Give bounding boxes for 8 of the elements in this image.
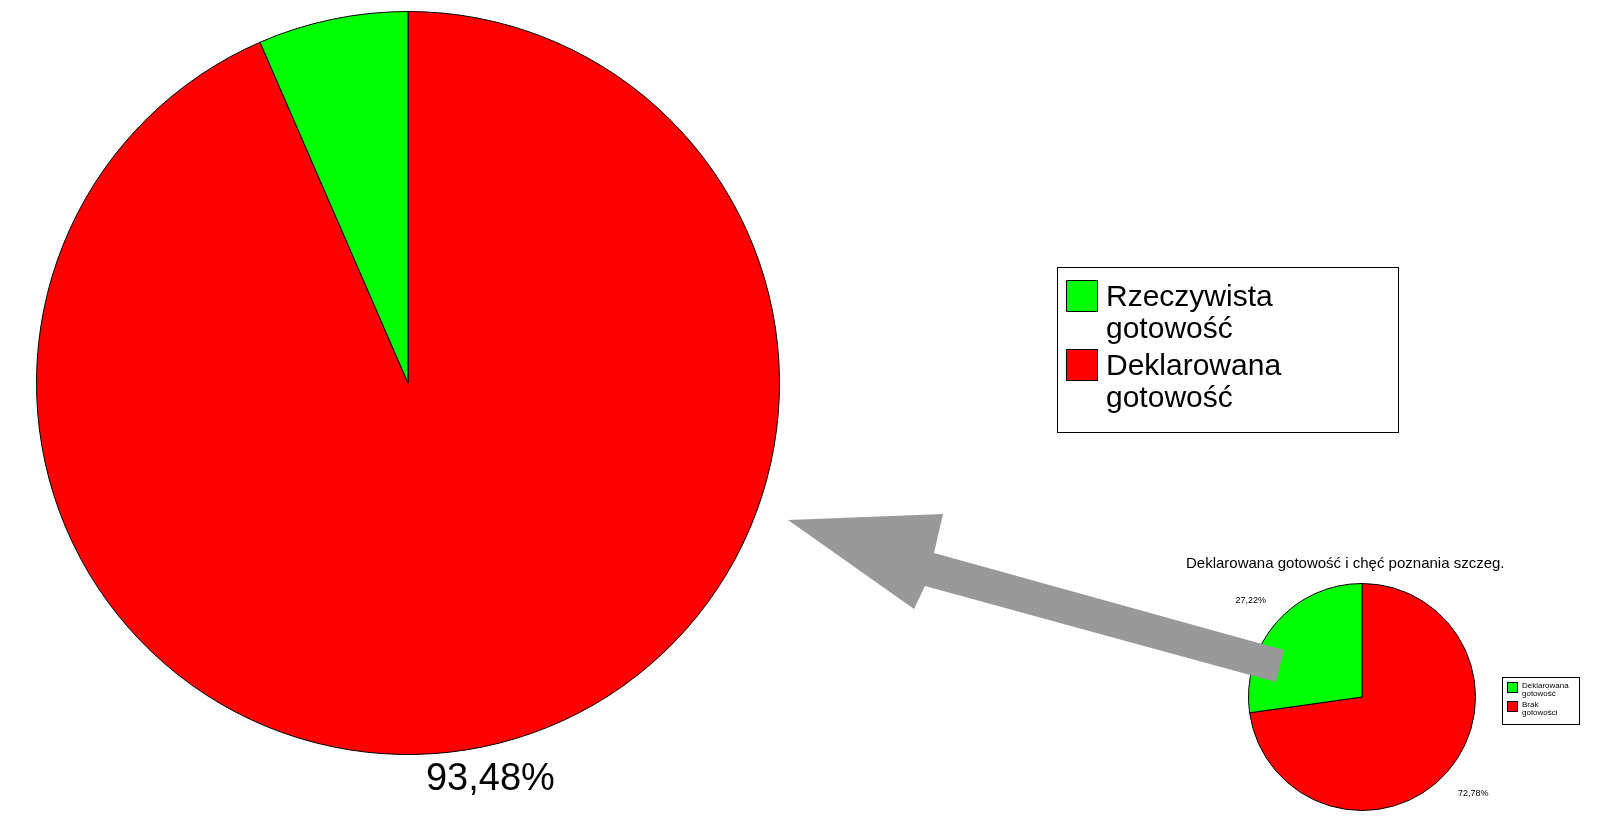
legend-label: Rzeczywista gotowość <box>1106 279 1274 344</box>
legend-label: Brak gotowości <box>1522 699 1559 718</box>
data-label: 27,22% <box>1235 594 1266 605</box>
legend-label: Deklarowana gotowość <box>1522 681 1570 699</box>
chart-title: Deklarowana gotowość i chęć poznania szczeg. <box>1186 554 1505 571</box>
data-label: 72,78% <box>1458 788 1489 799</box>
data-label: 93,48% <box>425 755 555 798</box>
legend-label: Deklarowana gotowość <box>1106 348 1283 413</box>
